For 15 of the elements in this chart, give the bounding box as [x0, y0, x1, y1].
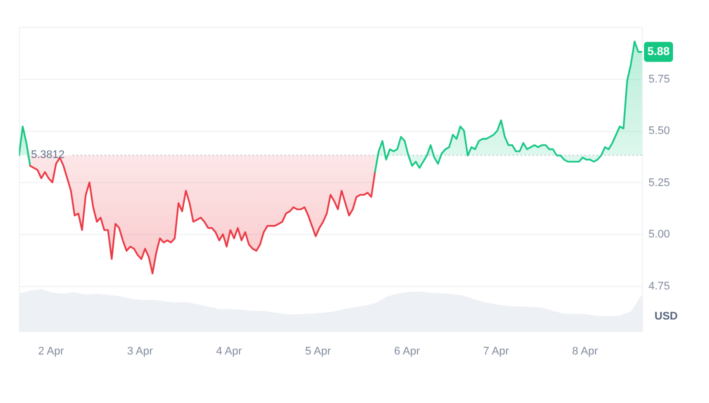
y-tick-label: 5.75	[648, 73, 670, 86]
x-tick-label: 7 Apr	[483, 346, 510, 358]
x-tick-label: 8 Apr	[572, 346, 598, 358]
y-tick-label: 4.75	[648, 280, 670, 292]
y-tick-label: 5.25	[648, 176, 670, 189]
x-tick-label: 5 Apr	[305, 346, 332, 358]
y-tick-label: 5.00	[648, 228, 670, 241]
x-tick-label: 4 Apr	[216, 346, 242, 358]
x-tick-label: 2 Apr	[38, 346, 64, 358]
ref-line-label: 5.3812	[31, 149, 65, 162]
y-tick-label: 5.50	[648, 125, 670, 138]
x-tick-label: 6 Apr	[394, 346, 420, 358]
y-axis-title: USD	[654, 310, 678, 322]
annotation: 5.88	[647, 46, 670, 58]
x-tick-label: 3 Apr	[127, 346, 154, 358]
